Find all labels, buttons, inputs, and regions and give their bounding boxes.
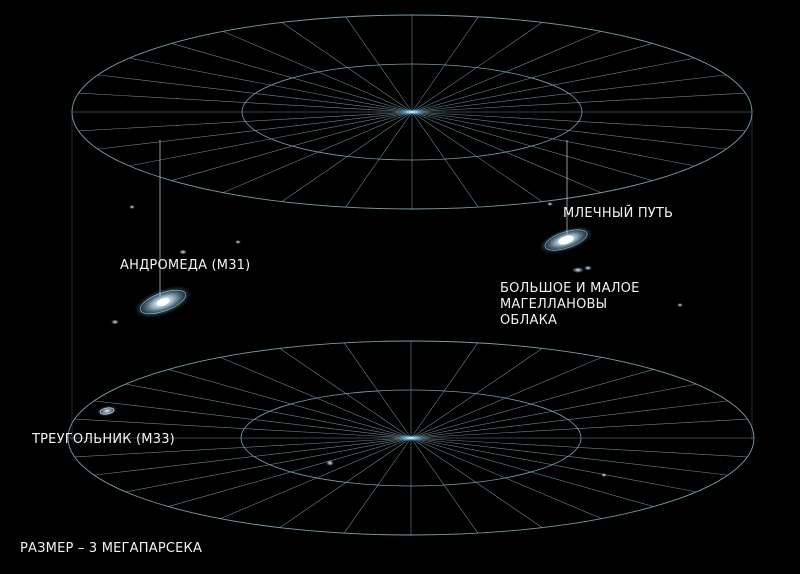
grid-spoke — [410, 437, 697, 493]
dwarf-galaxies — [111, 202, 683, 477]
grid-spoke — [345, 16, 413, 113]
grid-spoke — [220, 437, 412, 519]
grid-spoke — [129, 57, 413, 113]
grid-spoke — [222, 31, 413, 113]
andromeda-galaxy — [134, 286, 192, 318]
magellanic-clouds-label: БОЛЬШОЕ И МАЛОЕ МАГЕЛЛАНОВЫ ОБЛАКА — [500, 281, 640, 329]
grid-spoke — [97, 74, 413, 113]
grid-spoke — [410, 348, 543, 439]
triangulum-label: ТРЕУГОЛЬНИК (M33) — [32, 432, 175, 447]
grid-spoke — [411, 92, 746, 113]
grid-spoke — [125, 437, 412, 493]
magellanic-label-line-1: БОЛЬШОЕ И МАЛОЕ — [500, 281, 640, 296]
grid-spoke — [411, 31, 602, 113]
magellanic-clouds — [572, 265, 592, 273]
grid-spoke — [279, 348, 412, 439]
grid-spoke — [343, 437, 412, 534]
milky-way-label: МЛЕЧНЫЙ ПУТЬ — [563, 206, 674, 221]
grid-spoke — [410, 400, 728, 439]
scale-label: РАЗМЕР – 3 МЕГАПАРСЕКА — [20, 541, 203, 556]
magellanic-label-line-3: ОБЛАКА — [500, 313, 558, 328]
grid-spoke — [411, 111, 746, 132]
grid-spoke — [279, 437, 412, 528]
grid-spoke — [97, 111, 413, 150]
grid-spoke — [410, 342, 479, 439]
grid-spoke — [411, 111, 727, 150]
grid-spoke — [411, 111, 543, 202]
grid-spoke — [78, 92, 413, 113]
grid-spoke — [410, 437, 654, 507]
top-plane-center-flare — [398, 109, 426, 115]
grid-spoke — [411, 22, 543, 113]
grid-spoke — [410, 357, 602, 439]
grid-spoke — [411, 57, 695, 113]
grid-spoke — [411, 111, 479, 208]
grid-spoke — [410, 437, 602, 519]
andromeda-label: АНДРОМЕДА (M31) — [120, 258, 251, 273]
grid-spoke — [411, 43, 653, 113]
top-plane-grid — [71, 14, 753, 210]
grid-spoke — [411, 16, 479, 113]
grid-spoke — [281, 111, 413, 202]
grid-spoke — [222, 111, 413, 193]
grid-spoke — [411, 111, 695, 167]
grid-spoke — [168, 437, 412, 507]
grid-spoke — [411, 111, 602, 193]
grid-spoke — [343, 342, 412, 439]
grid-spoke — [281, 22, 413, 113]
grid-spoke — [171, 111, 413, 181]
grid-spoke — [94, 400, 412, 439]
grid-spoke — [168, 369, 412, 439]
bottom-plane-grid — [67, 340, 755, 536]
grid-spoke — [410, 437, 728, 476]
grid-spoke — [94, 437, 412, 476]
grid-spoke — [74, 437, 412, 458]
grid-spoke — [410, 437, 748, 458]
grid-spoke — [345, 111, 413, 208]
grid-spoke — [410, 383, 697, 439]
magellanic-label-line-2: МАГЕЛЛАНОВЫ — [500, 297, 608, 312]
grid-spoke — [410, 418, 748, 439]
grid-spoke — [410, 369, 654, 439]
milky-way-galaxy — [539, 226, 593, 254]
triangulum-galaxy — [97, 405, 117, 417]
grid-spoke — [410, 437, 543, 528]
grid-spoke — [411, 74, 727, 113]
grid-spoke — [220, 357, 412, 439]
grid-spoke — [171, 43, 413, 113]
bottom-plane-center-flare — [397, 435, 425, 441]
grid-spoke — [129, 111, 413, 167]
grid-spoke — [74, 418, 412, 439]
grid-spoke — [78, 111, 413, 132]
grid-spoke — [411, 111, 653, 181]
grid-spoke — [410, 437, 479, 534]
grid-spoke — [125, 383, 412, 439]
